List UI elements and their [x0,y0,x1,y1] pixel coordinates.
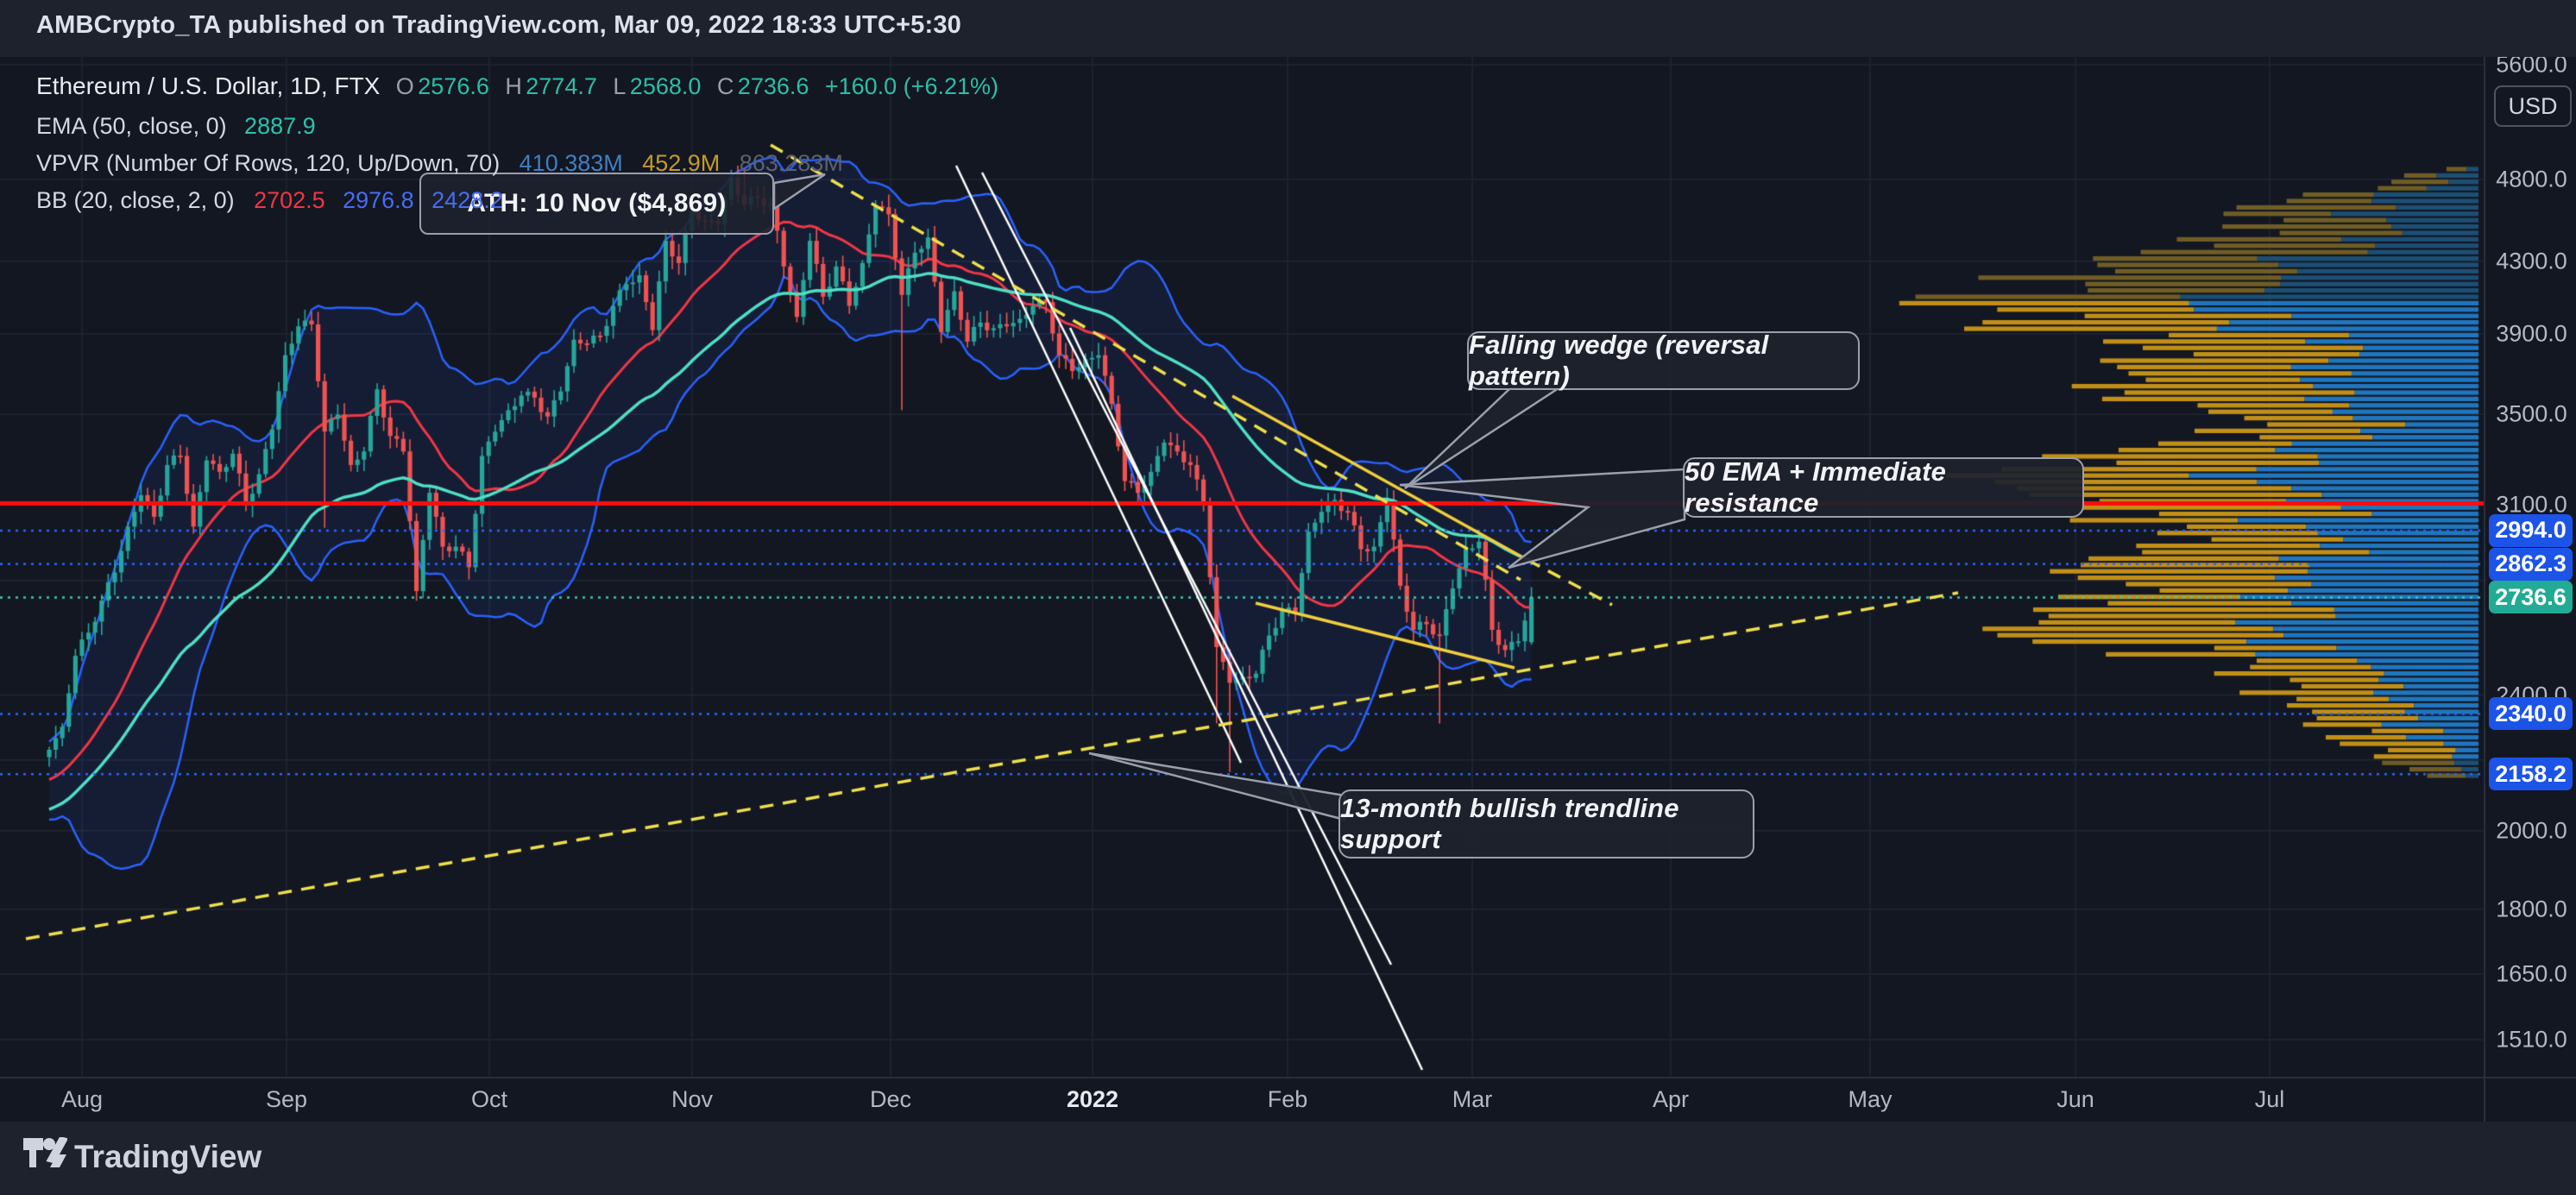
time-tick-label: Jun [2056,1086,2094,1112]
time-tick-label: May [1848,1086,1893,1112]
vpvr-down-volume: 452.9M [642,150,721,176]
low-label: L [613,73,627,99]
resistance-callout[interactable]: 50 EMA + Immediate resistance [1683,456,2084,518]
price-tick-label: 3100.0 [2496,491,2567,518]
ema-label[interactable]: EMA (50, close, 0) [36,113,227,139]
legend-bb-row[interactable]: BB (20, close, 2, 0) 2702.5 2976.8 2428.… [36,187,503,214]
bb-basis-value: 2702.5 [254,187,325,213]
time-tick-label: Feb [1267,1086,1308,1112]
price-tick-label: 2000.0 [2496,817,2567,844]
bb-lower-value: 2428.2 [431,187,503,213]
falling-wedge-callout[interactable]: Falling wedge (reversal pattern) [1467,330,1860,391]
open-value: 2576.6 [418,73,489,99]
legend-ema-row[interactable]: EMA (50, close, 0) 2887.9 [36,113,316,140]
time-tick-label: Jul [2254,1086,2285,1112]
tradingview-logo-icon[interactable] [22,1137,67,1180]
price-level-badge: 2994.0 [2489,513,2573,547]
legend-symbol-row[interactable]: Ethereum / U.S. Dollar, 1D, FTX O 2576.6… [36,72,998,100]
price-level-badge: 2158.2 [2489,758,2573,791]
attribution-text: AMBCrypto_TA published on TradingView.co… [36,11,961,39]
price-level-badge: 2862.3 [2489,547,2573,581]
open-label: O [395,73,414,99]
price-tick-label: 1800.0 [2496,896,2567,922]
price-tick-label: 1650.0 [2496,960,2567,987]
time-axis[interactable]: Aug Sep Oct Nov Dec 2022 Feb Mar Apr May Jun Jul [0,1077,2576,1123]
footer-bar: TradingView [0,1122,2576,1195]
price-axis[interactable]: USD 5600.0 4800.0 4300.0 3900.0 3500.0 3100.0… [2484,52,2576,1077]
time-tick-label: Dec [869,1086,912,1112]
high-label: H [505,73,522,99]
tradingview-brand-text[interactable]: TradingView [74,1139,262,1174]
price-tick-label: 4300.0 [2496,248,2567,274]
close-label: C [716,73,734,99]
bb-upper-value: 2976.8 [343,187,414,213]
change-value: +160.0 (+6.21%) [824,73,998,99]
bb-label[interactable]: BB (20, close, 2, 0) [36,187,235,213]
support-callout[interactable]: 13-month bullish trendline support [1338,789,1754,859]
time-tick-label: Oct [470,1086,508,1112]
vpvr-up-volume: 410.383M [519,150,623,176]
high-value: 2774.7 [526,73,597,99]
low-value: 2568.0 [629,73,702,99]
time-tick-label: Apr [1652,1086,1690,1112]
time-tick-label: Nov [671,1086,714,1112]
time-tick-label: Sep [265,1086,308,1112]
price-tick-label: 1510.0 [2496,1026,2567,1053]
vpvr-total-volume: 863.283M [739,150,843,176]
currency-toggle-button[interactable]: USD [2494,85,2572,128]
ath-callout[interactable]: ATH: 10 Nov ($4,869) [419,173,774,235]
time-tick-label: 2022 [1066,1086,1119,1112]
price-level-badge: 2340.0 [2489,697,2573,731]
axis-corner-divider [2484,1079,2485,1123]
last-price-badge: 2736.6 [2489,581,2573,614]
legend-vpvr-row[interactable]: VPVR (Number Of Rows, 120, Up/Down, 70) … [36,150,843,177]
time-tick-label: Mar [1452,1086,1493,1112]
time-tick-label: Aug [60,1086,104,1112]
ema-value: 2887.9 [244,113,316,139]
price-tick-label: 3900.0 [2496,320,2567,347]
price-tick-label: 4800.0 [2496,166,2567,192]
price-tick-label: 3500.0 [2496,400,2567,427]
symbol-title[interactable]: Ethereum / U.S. Dollar, 1D, FTX [36,72,381,99]
header-bar: AMBCrypto_TA published on TradingView.co… [0,0,2576,57]
close-value: 2736.6 [737,73,809,99]
vpvr-label[interactable]: VPVR (Number Of Rows, 120, Up/Down, 70) [36,150,501,176]
